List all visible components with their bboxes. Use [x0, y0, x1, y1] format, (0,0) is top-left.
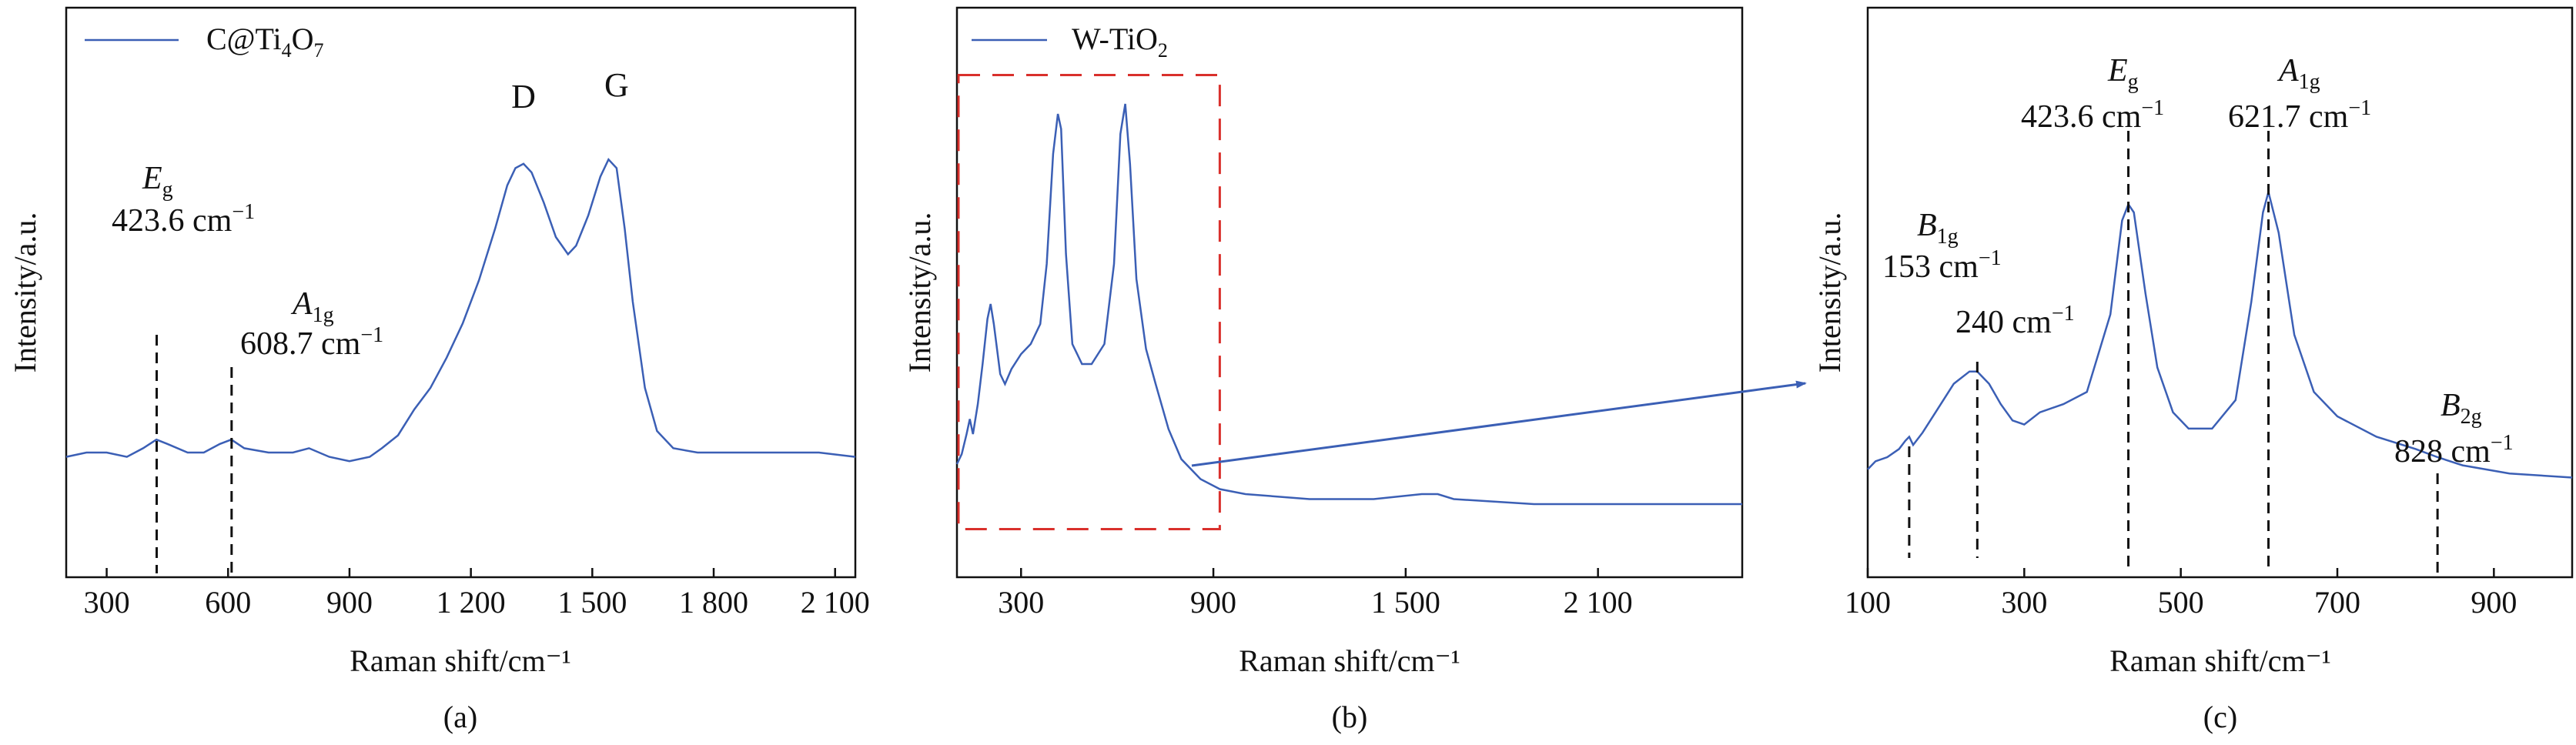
panel-a-x-tick-label: 1 200 [437, 585, 506, 620]
panel-c-frame [1866, 6, 2574, 579]
panel-a: 300 600 900 1 200 1 500 1 800 2 100 D G Eg423.6 … [8, 6, 870, 734]
panel-b-ticks [1020, 568, 1599, 577]
panel-c-x-tick-label: 300 [2001, 585, 2047, 620]
panel-c-ylabel: Intensity/a.u. [1812, 212, 1847, 373]
panel-a-mode-label: Eg [142, 161, 173, 202]
panel-a-peak-value: 423.6 cm−1 [112, 200, 255, 239]
panel-b-xlabel: Raman shift/cm⁻¹ [1239, 643, 1460, 678]
panel-a-frame [65, 6, 857, 579]
panel-a-mode-label: A1g [290, 286, 334, 327]
panel-b-x-tick-label: 1 500 [1371, 585, 1440, 620]
panel-c-tick-labels: 100 300 500 700 900 [1845, 585, 2517, 620]
panel-c-mode-label: B2g [2441, 388, 2482, 429]
panel-a-x-tick-label: 300 [84, 585, 130, 620]
panel-c-mode-label: A1g [2277, 53, 2320, 94]
panel-a-peak-label-g: G [604, 66, 629, 104]
panel-b-x-tick-label: 2 100 [1564, 585, 1633, 620]
zoom-arrow [1191, 380, 1807, 467]
panel-a-x-tick-label: 600 [205, 585, 251, 620]
panel-b-ylabel: Intensity/a.u. [902, 212, 937, 373]
panel-a-x-tick-label: 2 100 [801, 585, 870, 620]
panel-a-tick-labels: 300 600 900 1 200 1 500 1 800 2 100 [84, 585, 870, 620]
panel-c-mode-label: Eg [2107, 53, 2139, 94]
panel-c-series-line [1867, 188, 2573, 479]
panel-c-x-tick-label: 900 [2471, 585, 2517, 620]
panel-c-peak-value: 240 cm−1 [1955, 302, 2075, 340]
panel-c-x-tick-label: 700 [2314, 585, 2360, 620]
panel-b-x-tick-label: 300 [998, 585, 1044, 620]
panel-c-peak-value: 423.6 cm−1 [2021, 96, 2164, 135]
panel-a-peak-value: 608.7 cm−1 [240, 323, 383, 362]
panel-c-peak-value: 153 cm−1 [1882, 246, 2002, 285]
panel-b-legend: W-TiO2 [972, 22, 1168, 62]
panel-c-ticks [1866, 568, 2495, 577]
panel-a-ticks [105, 568, 836, 577]
panel-a-label: (a) [443, 700, 477, 734]
panel-b-label: (b) [1332, 700, 1368, 734]
panel-c-x-tick-label: 500 [2158, 585, 2204, 620]
panel-b: 300 900 1 500 2 100 W-TiO2 Intensity/a.u. R… [902, 6, 1744, 734]
panel-c-mode-label: B1g [1917, 208, 1959, 249]
panel-b-x-tick-label: 900 [1190, 585, 1236, 620]
panel-b-highlight-box [957, 74, 1221, 530]
panel-c-peak-value: 621.7 cm−1 [2228, 96, 2371, 135]
panel-a-xlabel: Raman shift/cm⁻¹ [350, 643, 571, 678]
panel-c-label: (c) [2203, 700, 2237, 734]
panel-c-xlabel: Raman shift/cm⁻¹ [2109, 643, 2331, 678]
panel-c-x-tick-label: 100 [1845, 585, 1891, 620]
panel-a-legend: C@Ti4O7 [85, 22, 324, 62]
panel-a-legend-label: C@Ti4O7 [206, 22, 324, 62]
panel-a-x-tick-label: 1 500 [557, 585, 627, 620]
panel-a-x-tick-label: 1 800 [679, 585, 748, 620]
panel-b-frame [955, 6, 1744, 579]
panel-a-peak-label-d: D [511, 78, 536, 115]
panel-a-series-line [65, 158, 856, 463]
panel-b-series-line [955, 103, 1742, 506]
panel-a-ylabel: Intensity/a.u. [8, 212, 42, 373]
panel-b-legend-label: W-TiO2 [1072, 22, 1168, 62]
panel-b-tick-labels: 300 900 1 500 2 100 [998, 585, 1632, 620]
panel-c-peak-value: 828 cm−1 [2394, 431, 2514, 469]
panel-a-x-tick-label: 900 [326, 585, 373, 620]
